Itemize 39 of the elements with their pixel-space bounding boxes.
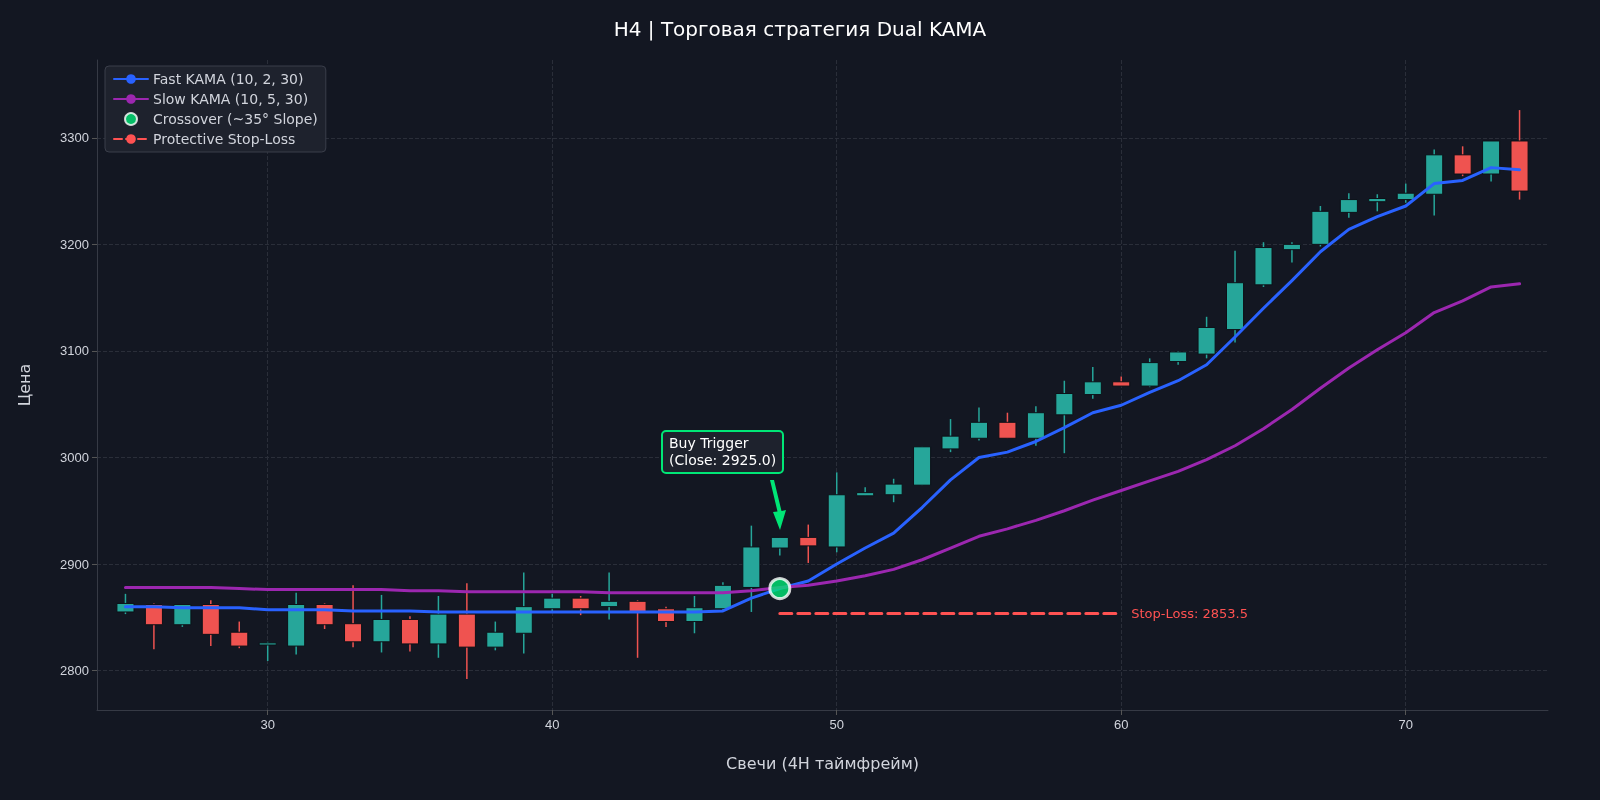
legend-label: Crossover (~35° Slope) [153, 111, 318, 127]
candlestick [1339, 192, 1358, 219]
y-tick-label: 2800 [60, 663, 89, 679]
x-axis-title: Свечи (4H таймфрейм) [726, 753, 919, 773]
x-tick-label: 50 [829, 717, 844, 732]
x-tick-label: 70 [1398, 717, 1413, 732]
legend-label: Protective Stop-Loss [153, 131, 296, 147]
annotation: Buy Trigger (Close: 2925.0) [661, 430, 785, 474]
candlestick [998, 411, 1017, 440]
candlestick [884, 478, 903, 503]
x-tick-label: 60 [1114, 717, 1129, 732]
y-tick-label: 3000 [60, 449, 89, 465]
annotation: Stop-Loss: 2853.5 [1131, 606, 1248, 622]
candlestick [486, 620, 505, 652]
candlestick [1396, 182, 1415, 204]
y-axis-title: Цена [14, 363, 34, 407]
candlestick [344, 584, 363, 648]
candlestick [1282, 241, 1301, 264]
candlestick [1453, 145, 1472, 177]
chart-title: H4 | Торговая стратегия Dual KAMA [613, 17, 987, 41]
y-tick-label: 3200 [60, 236, 89, 252]
candlestick [600, 571, 619, 621]
x-tick-label: 30 [260, 717, 275, 732]
y-tick-label: 3300 [60, 130, 89, 146]
candlestick [1140, 357, 1159, 388]
legend-label: Slow KAMA (10, 5, 30) [153, 91, 309, 107]
legend-label: Fast KAMA (10, 2, 30) [153, 71, 304, 87]
candlestick [969, 406, 989, 442]
candlestick [770, 536, 789, 557]
y-tick-label: 2900 [60, 556, 89, 572]
candlestick [372, 594, 391, 654]
x-tick-label: 40 [544, 717, 560, 732]
candlestick [941, 418, 960, 453]
candlestick [1083, 366, 1102, 400]
y-tick-label: 3100 [60, 343, 89, 359]
candlestick [1055, 379, 1074, 454]
candlestick [230, 620, 249, 649]
candlestick [799, 523, 818, 564]
candlestick [571, 595, 590, 616]
